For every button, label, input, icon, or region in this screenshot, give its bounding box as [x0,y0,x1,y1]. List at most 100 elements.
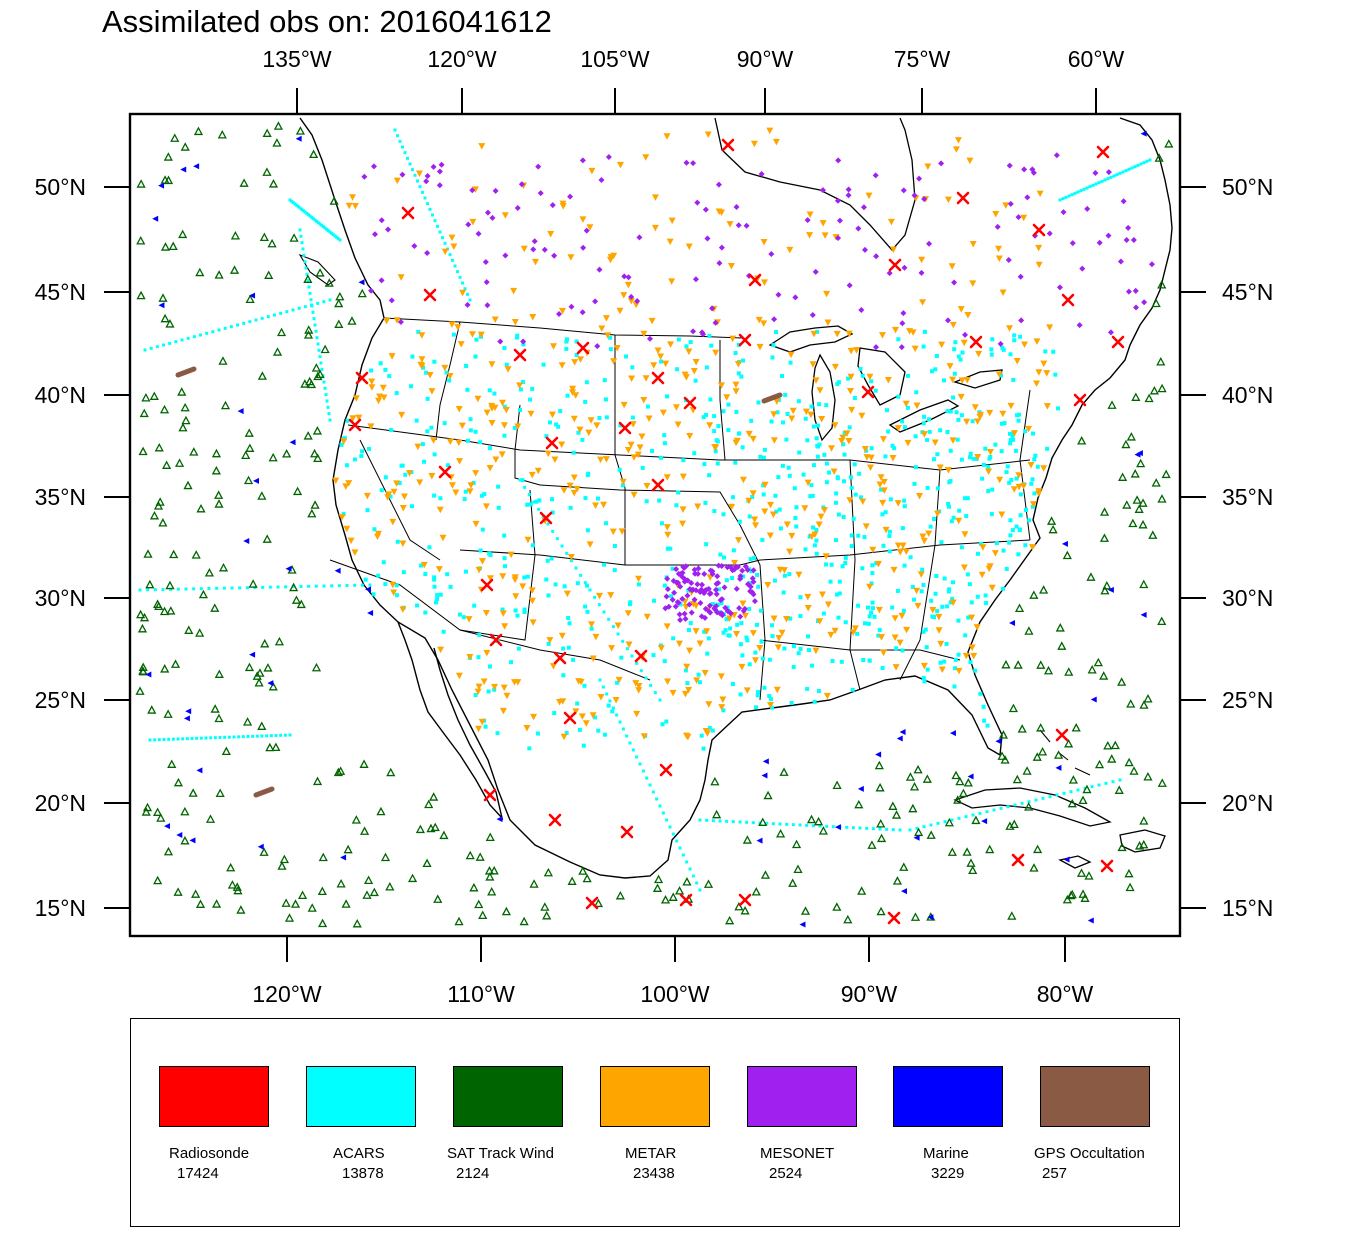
acars-obs-marker [1058,198,1062,202]
sat-track-wind-marker [169,549,179,559]
acars-obs-marker [956,354,961,359]
sat-track-wind-marker [195,267,205,277]
metar-obs-marker [992,211,1000,218]
acars-obs-marker [574,353,579,358]
acars-obs-marker [479,493,484,498]
marine-obs-marker [152,215,159,222]
acars-obs-marker [1055,406,1060,411]
acars-obs-marker [1008,431,1013,436]
mesonet-obs-marker [733,585,740,592]
legend-label: METAR [625,1145,677,1162]
sat-track-wind-marker [519,916,529,926]
acars-obs-marker [659,359,664,364]
acars-obs-marker [241,735,245,739]
mesonet-obs-marker [911,192,918,199]
metar-obs-marker [858,412,866,420]
sat-track-wind-marker [922,774,932,783]
acars-obs-marker [1000,345,1005,350]
mesonet-obs-marker [1141,299,1148,306]
mesonet-obs-marker [530,246,537,253]
metar-obs-marker [971,404,979,411]
sat-track-wind-marker [540,902,550,911]
acars-obs-marker [870,600,875,605]
sat-track-wind-marker [1124,757,1134,767]
acars-obs-marker [716,424,721,429]
metar-obs-marker [783,521,791,528]
acars-obs-marker [409,384,414,389]
acars-obs-marker [652,598,657,603]
metar-obs-marker [681,690,689,698]
acars-obs-marker [1100,179,1104,183]
acars-obs-marker [836,512,841,517]
sat-track-wind-marker [1103,741,1113,750]
acars-obs-marker [919,589,924,594]
acars-obs-marker [872,614,877,619]
sat-track-wind-marker [951,770,961,780]
mesonet-obs-marker [1130,236,1137,243]
sat-track-wind-marker [260,638,270,648]
acars-observations [138,128,1152,892]
acars-obs-marker [860,566,865,571]
acars-obs-marker [721,708,726,713]
acars-obs-marker [352,457,357,462]
acars-obs-marker [935,486,940,491]
acars-obs-marker [298,228,302,232]
acars-obs-marker [791,644,796,649]
sat-track-wind-marker [793,864,803,874]
metar-obs-marker [732,388,740,395]
acars-obs-marker [1013,448,1018,453]
acars-obs-marker [947,587,952,592]
acars-obs-marker [1031,431,1036,436]
sat-track-wind-marker [229,265,240,274]
metar-obs-marker [340,438,348,445]
metar-obs-marker [735,537,743,544]
acars-obs-marker [981,704,986,709]
acars-obs-marker [483,724,488,729]
map-title: Assimilated obs on: 2016041612 [102,4,552,39]
acars-obs-marker [925,437,930,442]
acars-obs-marker [447,378,452,383]
acars-obs-marker [554,422,559,427]
sat-track-wind-marker [242,717,253,726]
acars-obs-marker [671,832,675,836]
acars-obs-marker [207,587,211,590]
top-tick-label: 90°W [737,46,794,72]
sat-track-wind-marker [484,866,495,875]
acars-obs-marker [621,639,625,643]
acars-obs-marker [487,664,492,669]
sat-track-wind-marker [1125,882,1135,892]
sat-track-wind-marker [1143,693,1153,703]
metar-obs-marker [830,468,838,475]
acars-obs-marker [625,647,629,651]
mesonet-obs-marker [683,159,690,166]
acars-obs-marker [199,736,203,740]
legend-label: Marine [923,1145,969,1162]
acars-obs-marker [199,587,203,591]
acars-obs-marker [451,258,454,262]
acars-obs-marker [957,816,961,820]
sat-track-wind-marker [1161,469,1171,479]
metar-obs-marker [911,345,919,353]
metar-obs-marker [520,245,528,253]
acars-obs-marker [432,575,437,580]
acars-obs-marker [1013,803,1017,807]
sat-track-wind-marker [1013,660,1023,669]
acars-obs-marker [204,736,208,740]
sat-track-wind-marker [257,721,267,730]
acars-obs-marker [662,433,667,438]
acars-obs-marker [583,604,588,609]
acars-obs-marker [368,583,372,587]
acars-obs-marker [719,601,724,606]
acars-obs-marker [665,546,670,551]
acars-obs-marker [534,499,539,504]
radiosonde-obs-marker [861,385,875,399]
metar-obs-marker [999,410,1007,418]
acars-obs-marker [420,365,425,370]
metar-obs-marker [1040,465,1048,472]
sat-track-wind-marker [311,662,322,672]
sat-track-wind-marker [180,835,190,845]
sat-track-wind-marker [1139,839,1149,849]
acars-obs-marker [831,825,835,829]
marine-obs-marker [176,832,183,839]
legend-box: Radiosonde 17424 ACARS 13878 SAT Track W… [130,1018,1180,1227]
